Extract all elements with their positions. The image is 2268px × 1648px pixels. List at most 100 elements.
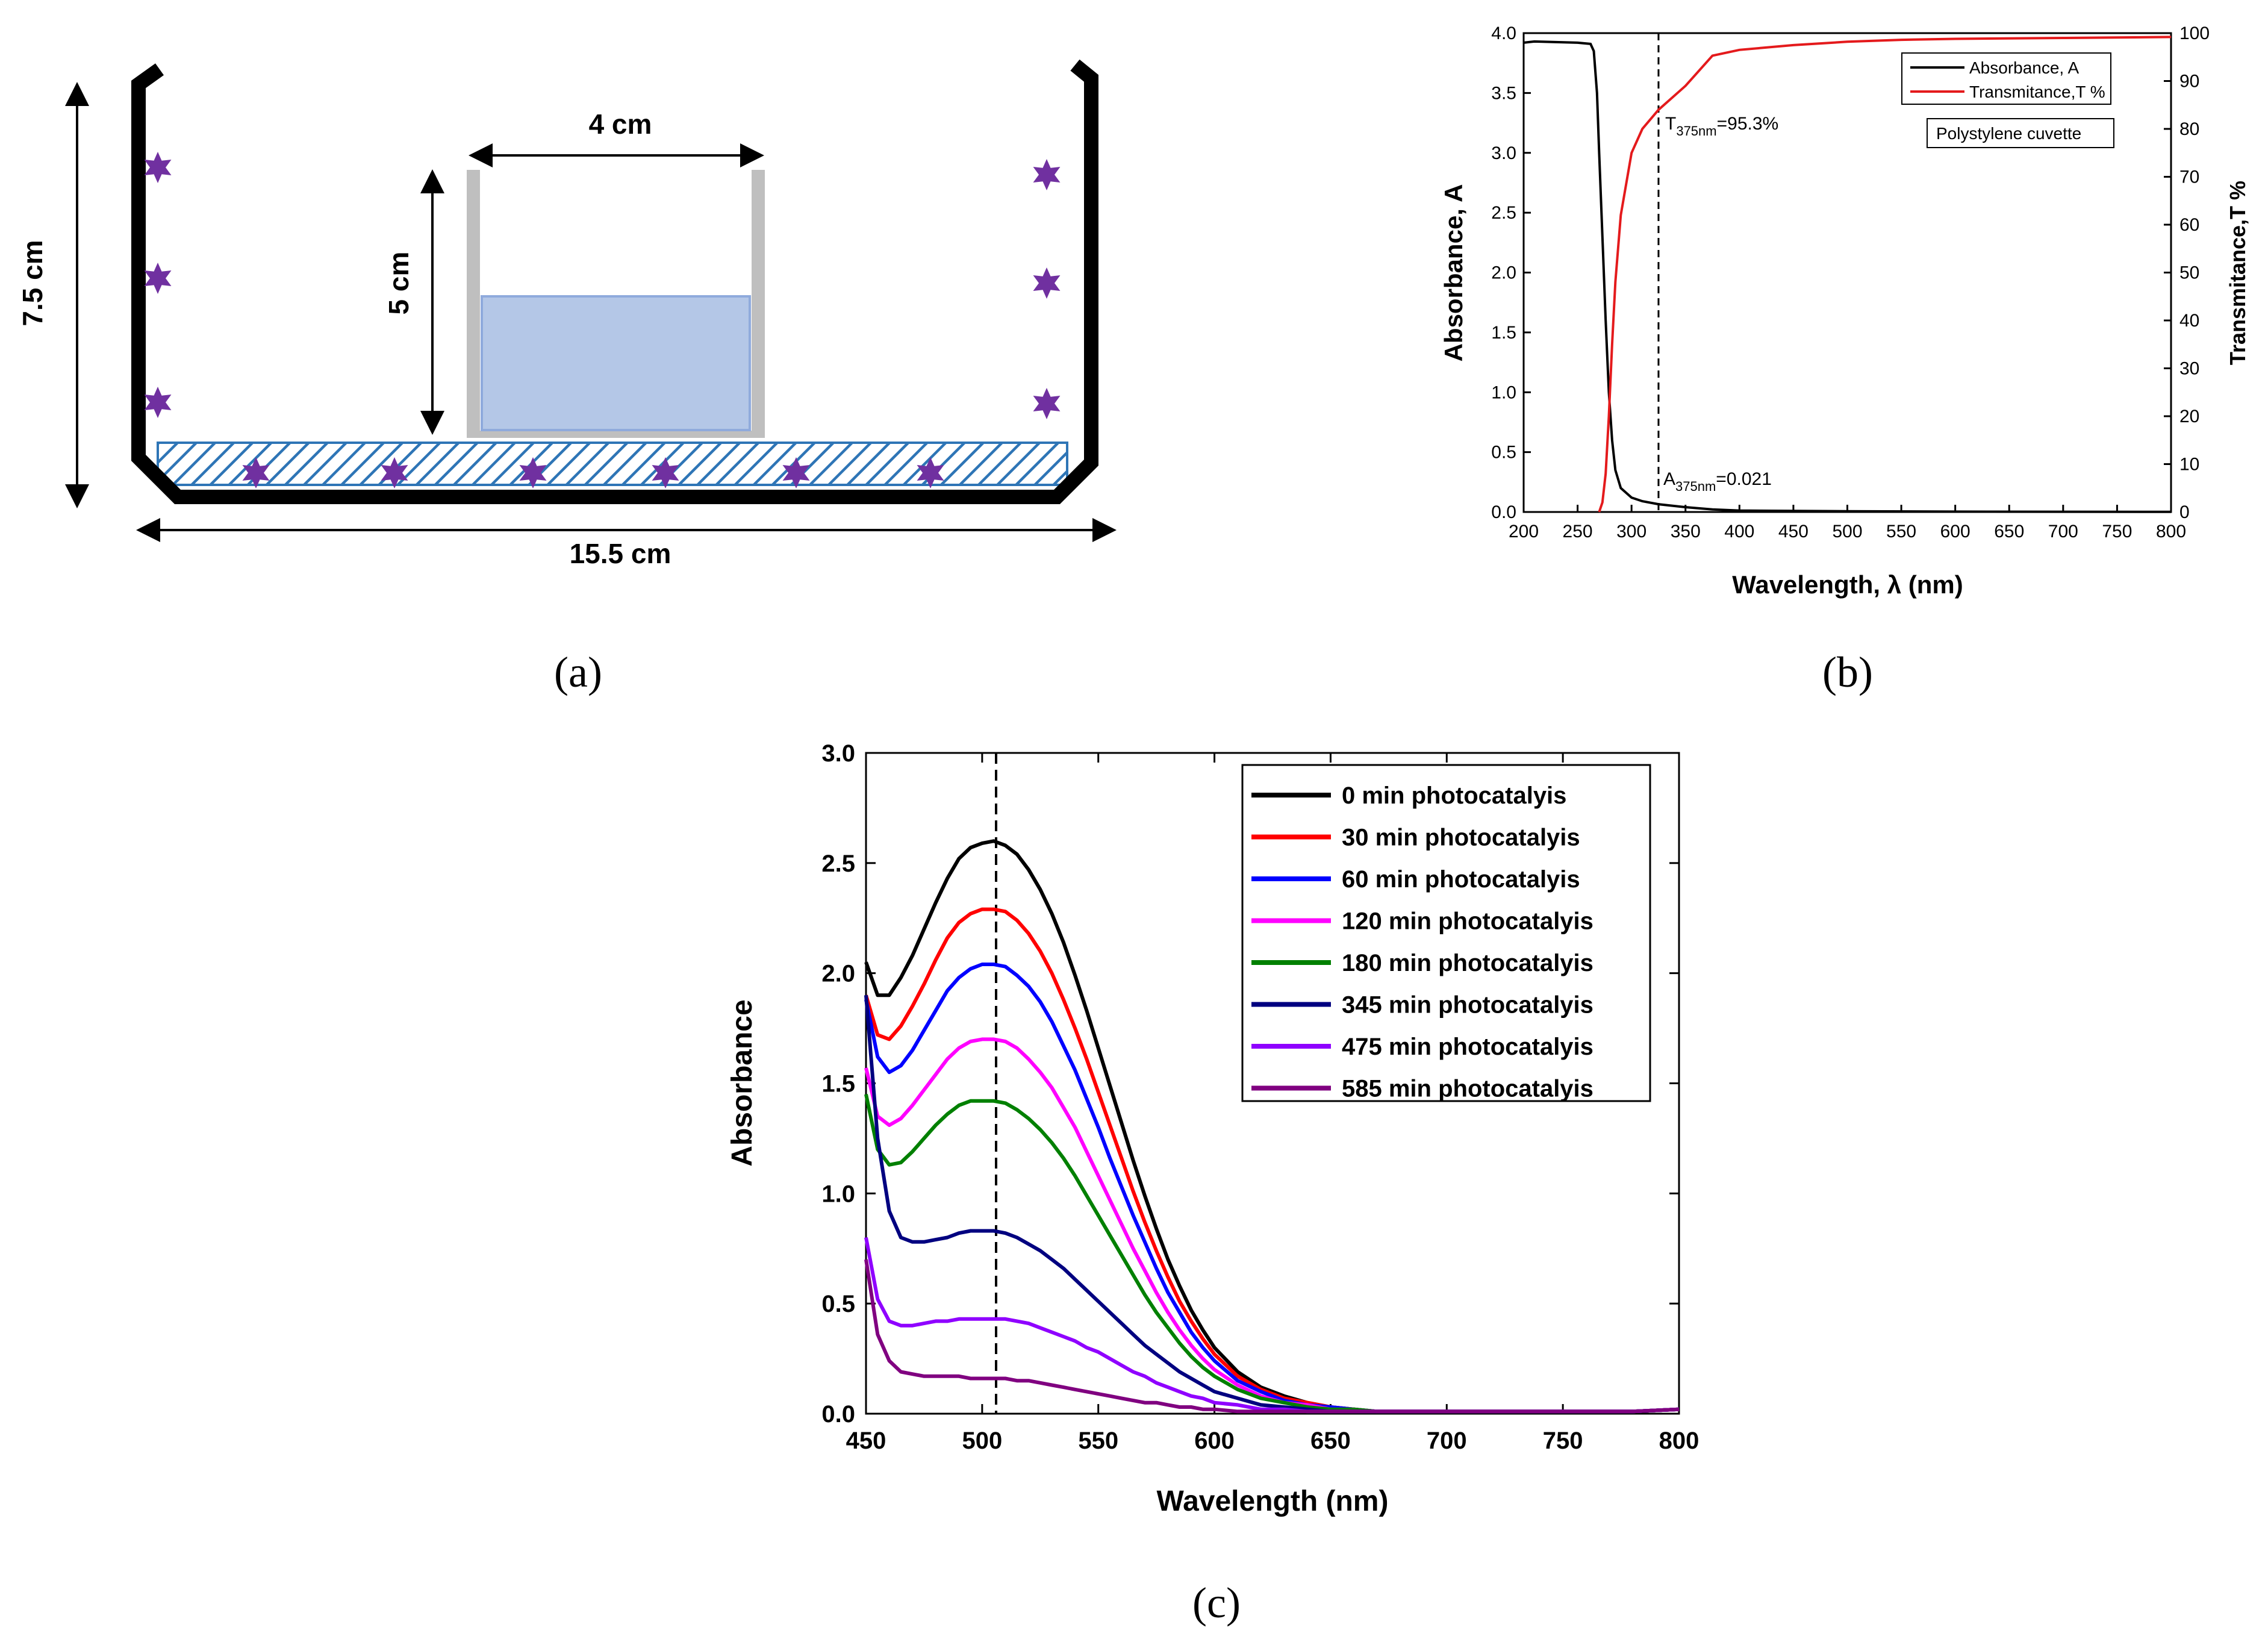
beaker-right-wall xyxy=(752,170,765,437)
panel-a-caption: (a) xyxy=(554,648,602,696)
y-tick-label: 1.0 xyxy=(1491,382,1516,402)
led-star-icon xyxy=(917,457,944,488)
cuvette-label-box: Polystylene cuvette xyxy=(1927,118,2114,148)
x-tick-label: 400 xyxy=(1724,522,1754,542)
y-tick-label: 2.5 xyxy=(821,851,855,877)
x-tick-label: 750 xyxy=(2102,522,2132,542)
panel-a-reactor-diagram: 7.5 cm 15.5 cm 4 cm 5 cm (a) xyxy=(17,59,1117,696)
y2-tick-label: 50 xyxy=(2179,263,2199,283)
x-tick-label: 500 xyxy=(962,1428,1002,1454)
y2-tick-label: 0 xyxy=(2179,502,2190,522)
legend-label: 345 min photocatalyis xyxy=(1342,992,1594,1019)
y2-tick-label: 70 xyxy=(2179,167,2199,187)
y2-tick-label: 40 xyxy=(2179,311,2199,331)
x-tick-label: 250 xyxy=(1563,522,1593,542)
y-tick-label: 3.0 xyxy=(1491,143,1516,163)
y-tick-label: 2.0 xyxy=(821,961,855,987)
chart-b-y2label: Transmitance,T % xyxy=(2225,181,2250,365)
chart-c-ticks: 450 500 550 600 650 700 750 800 0.0 0.5 1.0 1.5 2.0 2… xyxy=(821,740,1699,1454)
y2-tick-label: 30 xyxy=(2179,359,2199,379)
led-base-plate xyxy=(157,442,1068,486)
chart-b-xlabel: Wavelength, λ (nm) xyxy=(1732,570,1963,599)
led-star-icon xyxy=(1033,267,1061,299)
panel-c-caption: (c) xyxy=(1192,1579,1241,1627)
x-tick-label: 650 xyxy=(1310,1428,1351,1454)
x-tick-label: 450 xyxy=(1778,522,1808,542)
led-star-icon xyxy=(242,457,270,488)
panel-c-chart: 450 500 550 600 650 700 750 800 0.0 0.5 1.0 1.5 2.0 2… xyxy=(726,740,1699,1627)
beaker-bottom xyxy=(467,431,765,438)
chart-c-legend: 0 min photocatalyis 30 min photocatalyis 6… xyxy=(1241,764,1651,1102)
y-tick-label: 1.0 xyxy=(821,1181,855,1207)
chart-c-xlabel: Wavelength (nm) xyxy=(1157,1485,1389,1517)
led-star-icon xyxy=(144,152,172,183)
chart-c-series xyxy=(864,839,1680,1414)
legend-label: 475 min photocatalyis xyxy=(1342,1034,1594,1060)
led-stars xyxy=(144,152,1061,488)
legend-label: 585 min photocatalyis xyxy=(1342,1076,1594,1102)
beaker-height-label: 5 cm xyxy=(383,252,414,315)
x-tick-label: 800 xyxy=(1659,1428,1699,1454)
y-tick-label: 0.5 xyxy=(1491,443,1516,463)
y2-tick-label: 90 xyxy=(2179,72,2199,92)
x-tick-label: 700 xyxy=(1427,1428,1467,1454)
y2-tick-label: 20 xyxy=(2179,407,2199,426)
y-tick-label: 0.5 xyxy=(821,1291,855,1317)
y-tick-label: 1.5 xyxy=(1491,323,1516,343)
series-line xyxy=(864,1094,1680,1414)
dye-solution xyxy=(481,295,751,431)
panel-b-caption: (b) xyxy=(1822,648,1873,696)
x-tick-label: 750 xyxy=(1543,1428,1583,1454)
y-tick-label: 0.0 xyxy=(821,1401,855,1428)
legend-label: 120 min photocatalyis xyxy=(1342,908,1594,935)
chart-b-legend: Absorbance, A Transmitance,T % xyxy=(1901,52,2111,105)
x-tick-label: 650 xyxy=(1994,522,2024,542)
led-star-icon xyxy=(144,387,172,418)
x-tick-label: 550 xyxy=(1886,522,1916,542)
chart-c-ylabel: Absorbance xyxy=(726,999,758,1166)
x-tick-label: 450 xyxy=(846,1428,886,1454)
series-absorbance-line xyxy=(1523,40,2172,513)
reactor-wall xyxy=(131,59,1098,504)
led-star-icon xyxy=(652,457,679,488)
chart-b-frame xyxy=(1522,32,2172,513)
x-tick-label: 350 xyxy=(1671,522,1701,542)
y-tick-label: 1.5 xyxy=(821,1071,855,1097)
led-star-icon xyxy=(144,263,172,294)
y-tick-label: 0.0 xyxy=(1491,502,1516,522)
x-tick-label: 200 xyxy=(1509,522,1539,542)
led-star-icon xyxy=(1033,388,1061,419)
x-tick-label: 300 xyxy=(1616,522,1646,542)
y-tick-label: 2.5 xyxy=(1491,203,1516,223)
y-tick-label: 4.0 xyxy=(1491,23,1516,43)
led-star-icon xyxy=(1033,159,1061,190)
y-tick-label: 2.0 xyxy=(1491,263,1516,283)
legend-label: 0 min photocatalyis xyxy=(1342,782,1566,809)
series-line xyxy=(864,1237,1680,1414)
t375-annotation: T375nm=95.3% xyxy=(1665,114,1778,139)
chart-b-ylabel: Absorbance, A xyxy=(1439,184,1468,362)
legend-transmitance-label: Transmitance,T % xyxy=(1969,83,2105,101)
beaker-width-label: 4 cm xyxy=(589,108,652,140)
legend-label: 30 min photocatalyis xyxy=(1342,825,1580,851)
legend-absorbance-label: Absorbance, A xyxy=(1969,58,2079,77)
x-tick-label: 800 xyxy=(2156,522,2186,542)
y2-tick-label: 80 xyxy=(2179,119,2199,139)
y2-tick-label: 10 xyxy=(2179,455,2199,475)
a375-annotation: A375nm=0.021 xyxy=(1663,469,1772,494)
y2-tick-label: 60 xyxy=(2179,215,2199,235)
y2-tick-label: 100 xyxy=(2179,23,2210,43)
x-tick-label: 500 xyxy=(1832,522,1862,542)
x-tick-label: 600 xyxy=(1940,522,1970,542)
led-star-icon xyxy=(782,457,810,488)
legend-label: 180 min photocatalyis xyxy=(1342,950,1594,976)
chart-b-ticks: 200 250 300 350 400 450 500 550 600 650 700 750 8000… xyxy=(1491,23,2210,542)
svg-text:Polystylene cuvette: Polystylene cuvette xyxy=(1936,124,2081,143)
led-star-icon xyxy=(519,457,547,488)
height-label: 7.5 cm xyxy=(17,240,48,326)
beaker-left-wall xyxy=(467,170,480,437)
x-tick-label: 550 xyxy=(1078,1428,1118,1454)
series-transmitance-line xyxy=(1598,36,2172,513)
panel-b-chart: 200 250 300 350 400 450 500 550 600 650 700 750 8000… xyxy=(1439,23,2250,696)
